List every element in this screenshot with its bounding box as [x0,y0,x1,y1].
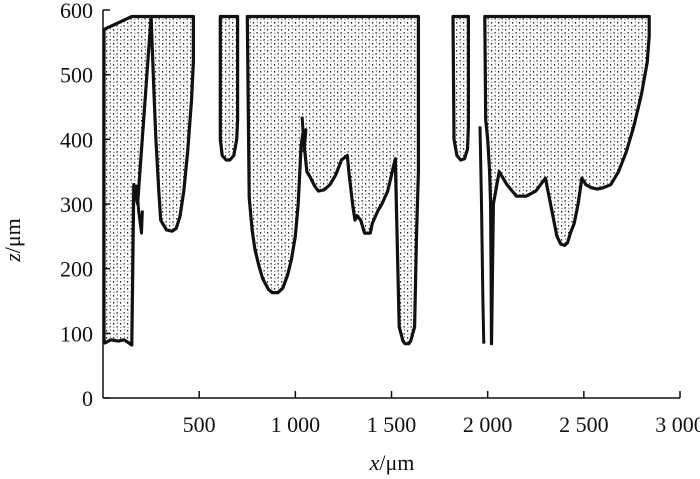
x-tick-label: 1 500 [367,412,417,437]
profile-region-3 [245,14,420,346]
y-tick-label: 600 [60,0,93,23]
crack-line-3 [478,126,486,344]
profile-region-4 [451,14,470,162]
x-tick-label: 3 000 [655,412,700,437]
y-tick-label: 500 [60,63,93,88]
crack-lines [135,116,486,344]
x-axis-ticks: 500 1 000 1 500 2 000 2 500 3 000 [183,391,700,437]
y-tick-label: 0 [82,386,93,411]
profile-region-2 [218,14,240,162]
x-tick-label: 2 500 [559,412,609,437]
profile-region-5 [483,14,651,346]
y-axis-ticks: 0 100 200 300 400 500 600 [60,0,110,411]
crack-line-1 [135,184,144,235]
y-axis-title: z/μm [0,218,25,263]
profile-region-1 [102,14,195,347]
crack-line-2 [300,116,308,153]
y-tick-label: 300 [60,192,93,217]
x-tick-label: 500 [183,412,216,437]
x-tick-label: 1 000 [271,412,321,437]
y-tick-label: 400 [60,127,93,152]
x-axis-title: x/μm [369,450,415,475]
x-tick-label: 2 000 [463,412,513,437]
y-tick-label: 100 [60,321,93,346]
y-tick-label: 200 [60,257,93,282]
profile-regions [102,14,651,347]
